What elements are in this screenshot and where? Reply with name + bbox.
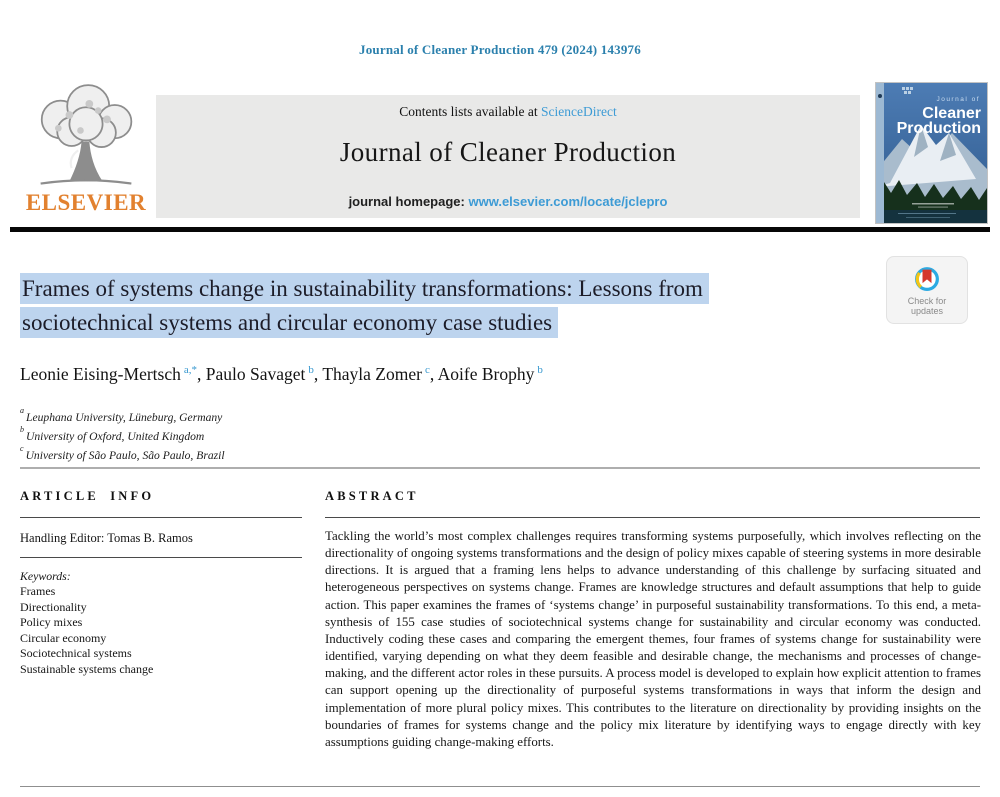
author: Aoife Brophy b bbox=[438, 364, 543, 384]
contents-line: Contents lists available at ScienceDirec… bbox=[156, 95, 860, 120]
author-separator: , bbox=[313, 364, 323, 384]
author: Thayla Zomer c, bbox=[322, 364, 437, 384]
author-name: Aoife Brophy bbox=[437, 364, 535, 384]
affiliation-text: Leuphana University, Lüneburg, Germany bbox=[26, 410, 223, 424]
affiliation-sup: b bbox=[20, 424, 24, 434]
affiliation-item: bUniversity of Oxford, United Kingdom bbox=[20, 425, 225, 444]
affiliation-text: University of Oxford, United Kingdom bbox=[26, 429, 205, 443]
author-name: Paulo Savaget bbox=[205, 364, 306, 384]
article-info-rule bbox=[20, 557, 302, 558]
affiliation-sup: a bbox=[20, 406, 24, 415]
badge-text: Check for updates bbox=[908, 296, 947, 317]
affiliation-text: University of São Paulo, São Paulo, Braz… bbox=[25, 448, 225, 462]
badge-line2: updates bbox=[910, 306, 943, 316]
crossmark-icon bbox=[915, 266, 939, 291]
affiliation-item: aLeuphana University, Lüneburg, Germany bbox=[20, 406, 225, 425]
keyword-item: Frames bbox=[20, 584, 56, 598]
affiliations: aLeuphana University, Lüneburg, Germany … bbox=[20, 406, 225, 463]
keyword-item: Policy mixes bbox=[20, 615, 83, 630]
author: Paulo Savaget b, bbox=[206, 364, 323, 384]
journal-reference-link[interactable]: Journal of Cleaner Production 479 (2024)… bbox=[359, 42, 641, 57]
article-title: Frames of systems change in sustainabili… bbox=[20, 272, 900, 340]
badge-line1: Check for bbox=[907, 295, 947, 306]
affiliation-item: cUniversity of São Paulo, São Paulo, Bra… bbox=[20, 444, 225, 463]
keyword-item: Sustainable systems change bbox=[20, 661, 154, 676]
author-affiliation-sup[interactable]: b bbox=[537, 364, 543, 376]
cover-emblem bbox=[902, 87, 913, 94]
keyword-item: Sociotechnical systems bbox=[20, 646, 132, 661]
abstract-heading: ABSTRACT bbox=[325, 489, 419, 503]
title-line-1: Frames of systems change in sustainabili… bbox=[20, 273, 709, 304]
article-info-heading: ARTICLE INFO bbox=[20, 489, 155, 503]
keyword-item: Circular economy bbox=[20, 630, 107, 645]
journal-header-banner: Contents lists available at ScienceDirec… bbox=[156, 95, 860, 218]
affiliation-sup: c bbox=[20, 443, 24, 453]
author-separator: , bbox=[197, 364, 206, 384]
elsevier-logo: ELSEVIER bbox=[18, 84, 154, 222]
homepage-url-link[interactable]: www.elsevier.com/locate/jclepro bbox=[468, 194, 668, 209]
journal-title: Journal of Cleaner Production bbox=[339, 137, 677, 167]
sciencedirect-link[interactable]: ScienceDirect bbox=[541, 104, 617, 119]
water bbox=[876, 210, 987, 223]
check-for-updates-badge[interactable]: Check for updates bbox=[886, 256, 968, 324]
author-list: Leonie Eising-Mertsch a,*, Paulo Savaget b… bbox=[20, 364, 543, 385]
author-separator: , bbox=[429, 364, 438, 384]
section-divider bbox=[20, 467, 980, 469]
journal-cover-thumbnail[interactable]: Journal of Cleaner Production bbox=[875, 82, 988, 224]
abstract-text: Tackling the world’s most complex challe… bbox=[325, 529, 981, 749]
author-affiliation-sup[interactable]: a,* bbox=[183, 364, 197, 376]
title-line-2: sociotechnical systems and circular econ… bbox=[20, 307, 559, 338]
keywords-list: Frames Directionality Policy mixes Circu… bbox=[20, 584, 153, 678]
cover-left-stripe bbox=[876, 83, 884, 223]
header-divider-bar bbox=[10, 227, 990, 232]
handling-editor: Handling Editor: Tomas B. Ramos bbox=[20, 531, 193, 545]
keywords-label: Keywords: bbox=[20, 569, 71, 583]
contents-text: Contents lists available at bbox=[399, 104, 538, 119]
homepage-label: journal homepage: bbox=[348, 194, 465, 209]
journal-cover-art: Journal of Cleaner Production bbox=[876, 83, 987, 223]
abstract-rule bbox=[325, 517, 980, 518]
author-name: Leonie Eising-Mertsch bbox=[20, 364, 181, 384]
homepage-line: journal homepage: www.elsevier.com/locat… bbox=[156, 194, 860, 209]
elsevier-tree-icon bbox=[40, 84, 133, 185]
page-bottom-divider bbox=[20, 786, 980, 787]
author-name: Thayla Zomer bbox=[322, 364, 422, 384]
author: Leonie Eising-Mertsch a,*, bbox=[20, 364, 206, 384]
article-info-rule bbox=[20, 517, 302, 518]
elsevier-wordmark: ELSEVIER bbox=[25, 190, 147, 215]
cover-title-line1: Cleaner bbox=[922, 105, 981, 122]
cover-top-text: Journal of bbox=[936, 96, 980, 103]
author-affiliation-sup[interactable]: c bbox=[424, 364, 430, 376]
cover-title-line2: Production bbox=[897, 120, 981, 137]
keyword-item: Directionality bbox=[20, 599, 87, 614]
author-affiliation-sup[interactable]: b bbox=[308, 364, 314, 376]
